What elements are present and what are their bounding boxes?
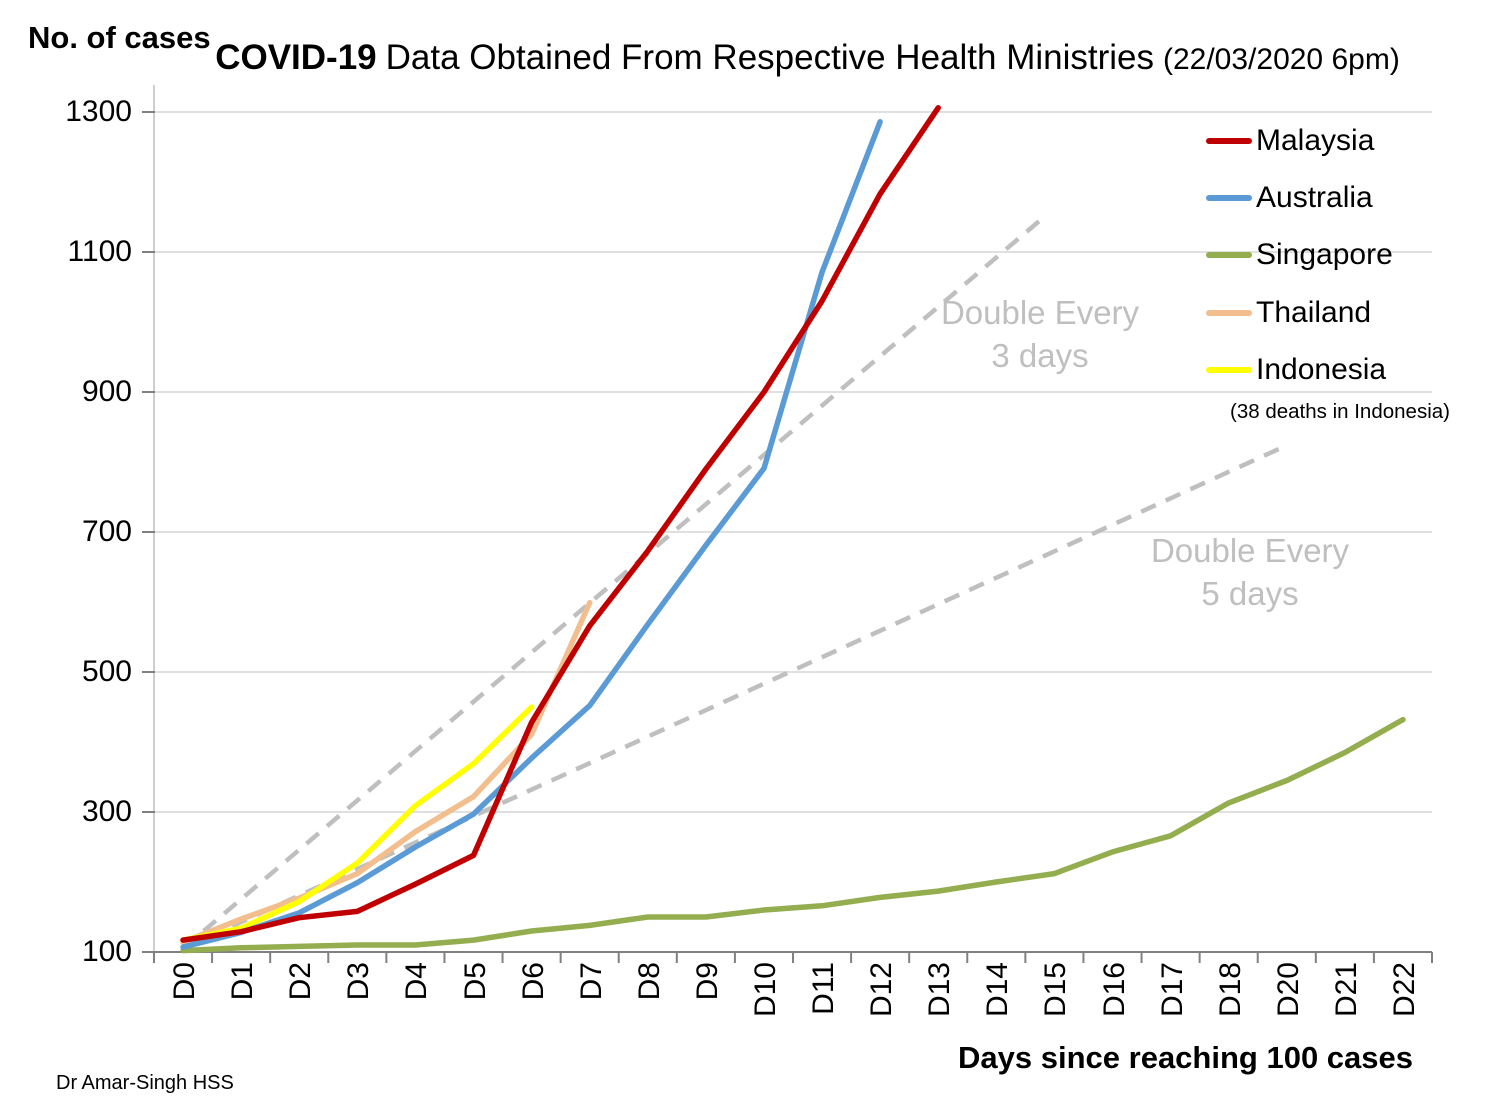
x-tick-label-text: D8	[632, 962, 666, 1001]
x-tick-label-text: D10	[748, 962, 782, 1018]
legend-swatch-thailand	[1206, 309, 1252, 316]
x-tick-label-text: D9	[690, 962, 724, 1001]
y-tick-label: 700	[81, 515, 132, 548]
chart-title-main: Data Obtained From Respective Health Min…	[385, 38, 1154, 77]
credit: Dr Amar-Singh HSS	[56, 1072, 234, 1094]
series-line-indonesia	[180, 704, 535, 943]
series-line-australia	[180, 119, 883, 950]
x-tick-label-text: D2	[284, 962, 318, 1001]
x-tick-label-text: D4	[400, 962, 434, 1001]
legend-label-indonesia: Indonesia	[1256, 352, 1387, 386]
legend-label-malaysia: Malaysia	[1256, 124, 1375, 157]
legend-item-malaysia: Malaysia	[1206, 113, 1374, 169]
x-axis-title: Days since reaching 100 cases	[958, 1040, 1413, 1075]
guide-label-line: 5 days	[1201, 575, 1299, 612]
x-tick-label-text: D6	[516, 962, 550, 1001]
legend-swatch-singapore	[1206, 252, 1252, 259]
legend-label-singapore: Singapore	[1256, 238, 1393, 272]
chart-title: COVID-19 Data Obtained From Respective He…	[150, 38, 1465, 78]
legend-swatch-australia	[1206, 195, 1252, 202]
x-tick-label-text: D5	[458, 962, 492, 1001]
guide-label-line: 3 days	[991, 337, 1089, 374]
series-line-thailand	[180, 599, 593, 945]
x-tick-label-text: D15	[1039, 962, 1073, 1018]
legend-note: (38 deaths in Indonesia)	[1230, 400, 1450, 423]
guide-line	[182, 445, 1282, 951]
x-tick-label-text: D12	[865, 962, 899, 1018]
legend-item-thailand: Thailand	[1206, 285, 1371, 341]
series-line-singapore	[180, 716, 1406, 954]
x-tick-label-text: D13	[923, 962, 957, 1018]
x-tick-label-text: D21	[1329, 962, 1363, 1018]
y-tick-label: 1300	[65, 95, 132, 128]
x-tick-label-text: D18	[1213, 962, 1247, 1018]
y-tick-label: 100	[81, 935, 132, 968]
chart-title-bold: COVID-19	[215, 38, 377, 77]
series-line-malaysia	[180, 105, 941, 943]
legend-label-thailand: Thailand	[1256, 295, 1372, 329]
x-tick-label-text: D1	[226, 962, 260, 1001]
x-tick-label-text: D0	[168, 962, 202, 1001]
legend-swatch-malaysia	[1206, 138, 1252, 144]
legend-label-australia: Australia	[1256, 181, 1373, 215]
x-tick-label-text: D20	[1271, 962, 1305, 1018]
y-tick-label: 500	[81, 655, 132, 688]
x-tick-label-text: D16	[1097, 962, 1131, 1018]
x-tick-label-text: D17	[1155, 962, 1189, 1018]
guide-label-5-days: Double Every 5 days	[1100, 529, 1400, 615]
guide-label-line: Double Every	[940, 294, 1140, 331]
legend-item-indonesia: Indonesia	[1206, 342, 1386, 398]
x-tick-label-text: D11	[807, 962, 841, 1015]
x-tick-label-text: D3	[342, 962, 376, 1001]
y-axis-title: No. of cases	[28, 20, 211, 55]
x-tick-label-text: D22	[1387, 962, 1421, 1018]
legend-item-singapore: Singapore	[1206, 227, 1393, 283]
y-tick-label: 1100	[67, 235, 132, 268]
guide-label-3-days: Double Every 3 days	[890, 291, 1190, 377]
y-tick-label: 300	[81, 795, 132, 828]
x-tick-label-text: D14	[981, 962, 1015, 1018]
guide-label-line: Double Every	[1150, 532, 1350, 569]
chart-title-date: (22/03/2020 6pm)	[1162, 43, 1400, 76]
legend-swatch-indonesia	[1206, 366, 1252, 373]
legend-item-australia: Australia	[1206, 170, 1373, 226]
x-tick-label-text: D7	[574, 962, 608, 1001]
y-tick-label: 900	[81, 375, 132, 408]
